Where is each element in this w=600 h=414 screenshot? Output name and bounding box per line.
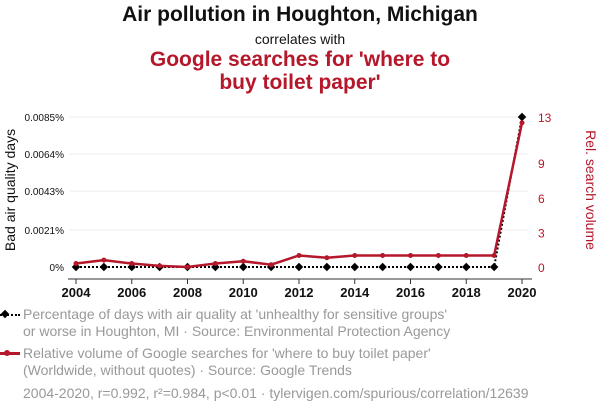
data-point-air-quality — [99, 262, 109, 272]
x-tick-label: 2012 — [285, 285, 314, 300]
data-point-search-volume — [324, 255, 330, 261]
footer-stats: 2004-2020, r=0.992, r²=0.984, p<0.01 · t… — [23, 385, 529, 401]
series-search-volume — [73, 120, 525, 270]
right-tick-label: 9 — [538, 157, 545, 171]
data-point-search-volume — [157, 263, 163, 269]
gridlines — [70, 116, 528, 231]
series-line-air-quality — [76, 116, 523, 268]
series-line-search-volume — [75, 122, 524, 269]
data-point-air-quality — [489, 262, 499, 272]
right-tick-label: 13 — [538, 111, 552, 125]
legend-text-search-volume-1: Relative volume of Google searches for '… — [23, 345, 431, 361]
right-axis-ticks: 0 3 6 9 13 — [538, 111, 552, 275]
data-point-search-volume — [73, 261, 79, 267]
x-tick-label: 2008 — [173, 285, 202, 300]
right-tick-label: 3 — [538, 226, 545, 240]
left-tick-label: 0.0064% — [25, 150, 65, 161]
data-point-search-volume — [240, 258, 246, 264]
data-point-air-quality — [462, 262, 471, 272]
left-tick-label: 0% — [50, 263, 65, 274]
data-point-air-quality — [434, 262, 443, 272]
x-tick-label: 2018 — [452, 285, 481, 300]
data-point-search-volume — [435, 252, 441, 258]
chart-title-secondary: Google searches for 'where to buy toilet… — [149, 48, 451, 94]
data-point-search-volume — [212, 261, 218, 267]
data-point-search-volume — [101, 257, 107, 263]
legend-marker-search-volume — [4, 350, 10, 356]
right-tick-label: 6 — [538, 192, 545, 206]
left-tick-label: 0.0021% — [25, 226, 65, 237]
data-point-search-volume — [463, 252, 469, 258]
data-point-search-volume — [352, 252, 358, 258]
chart-title: Air pollution in Houghton, Michigan — [122, 3, 478, 26]
x-axis-ticks: 2004 2006 2008 2010 2012 2014 2016 2018 2020 — [62, 279, 537, 300]
x-tick-label: 2004 — [62, 285, 92, 300]
series-air-quality — [71, 112, 527, 272]
chart-subtitle: correlates with — [254, 31, 346, 47]
left-tick-label: 0.0085% — [25, 113, 65, 124]
x-tick-label: 2016 — [396, 285, 425, 300]
data-point-search-volume — [268, 262, 274, 268]
data-point-air-quality — [239, 262, 248, 272]
legend-swatch-search-volume — [0, 352, 20, 355]
data-point-search-volume — [491, 252, 497, 258]
data-point-search-volume — [519, 120, 525, 126]
x-tick-label: 2014 — [340, 285, 370, 300]
legend-text-air-quality-1: Percentage of days with air quality at '… — [23, 306, 448, 322]
data-point-air-quality — [71, 262, 81, 272]
data-point-air-quality — [406, 262, 415, 272]
x-tick-label: 2006 — [117, 285, 146, 300]
x-tick-label: 2010 — [229, 285, 258, 300]
data-point-search-volume — [408, 252, 413, 258]
data-point-search-volume — [380, 252, 386, 258]
left-axis-ticks: 0% 0.0021% 0.0043% 0.0064% 0.0085% — [25, 113, 65, 274]
x-tick-label: 2020 — [508, 285, 537, 300]
left-axis-label: Bad air quality days — [2, 129, 18, 251]
data-point-air-quality — [517, 112, 527, 122]
left-tick-label: 0.0043% — [25, 187, 65, 198]
data-point-air-quality — [322, 262, 332, 272]
data-point-search-volume — [185, 264, 190, 270]
legend-swatch-air-quality — [0, 314, 20, 316]
data-point-search-volume — [296, 252, 302, 258]
data-point-air-quality — [378, 262, 387, 272]
legend-text-search-volume-2: (Worldwide, without quotes) · Source: Go… — [23, 362, 352, 378]
legend-text-air-quality-2: or worse in Houghton, MI · Source: Envir… — [23, 323, 451, 339]
data-point-air-quality — [294, 262, 304, 272]
right-tick-label: 0 — [538, 261, 545, 275]
right-axis-label: Rel. search volume — [583, 130, 599, 250]
data-point-search-volume — [129, 261, 135, 267]
data-point-air-quality — [350, 262, 359, 272]
